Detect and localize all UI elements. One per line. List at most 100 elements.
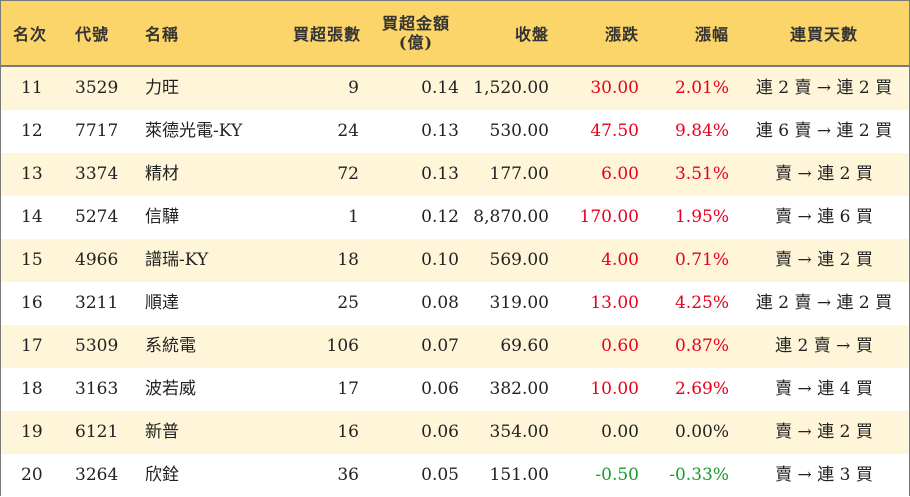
cell-code: 5274 xyxy=(75,207,119,227)
cell-code: 4966 xyxy=(75,250,119,270)
cell-close: 69.60 xyxy=(500,336,549,356)
cell-code: 3264 xyxy=(75,465,119,485)
cell-rank: 18 xyxy=(21,379,43,399)
cell-lots: 16 xyxy=(337,422,359,442)
cell-name: 系統電 xyxy=(145,336,196,356)
cell-lots: 9 xyxy=(348,78,359,98)
cell-amount: 0.05 xyxy=(421,465,459,485)
cell-rank: 19 xyxy=(21,422,43,442)
cell-days: 連 2 賣 → 連 2 買 xyxy=(755,78,893,98)
table-row[interactable]: 18 3163 波若威 17 0.06 382.00 10.00 2.69% 賣 → 連 4 買 xyxy=(1,368,909,411)
table-row[interactable]: 19 6121 新普 16 0.06 354.00 0.00 0.00% 賣 → 連 2 買 xyxy=(1,411,909,454)
table-row[interactable]: 13 3374 精材 72 0.13 177.00 6.00 3.51% 賣 → 連 2 買 xyxy=(1,153,909,196)
cell-code: 7717 xyxy=(75,121,119,141)
header-net-buy-amount-line2: (億) xyxy=(398,33,434,52)
cell-name: 欣銓 xyxy=(145,465,179,485)
cell-name: 順達 xyxy=(145,293,179,313)
cell-lots: 36 xyxy=(337,465,359,485)
table-row[interactable]: 20 3264 欣銓 36 0.05 151.00 -0.50 -0.33% 賣 → 連 3 買 xyxy=(1,454,909,497)
cell-pct: 0.71% xyxy=(674,250,729,270)
cell-close: 569.00 xyxy=(489,250,549,270)
header-net-buy-amount-line1: 買超金額 xyxy=(381,14,450,33)
cell-change: -0.50 xyxy=(595,465,639,485)
cell-rank: 17 xyxy=(21,336,43,356)
cell-days: 賣 → 連 6 買 xyxy=(775,207,873,227)
table-row[interactable]: 11 3529 力旺 9 0.14 1,520.00 30.00 2.01% 連 2 賣 → 連… xyxy=(1,67,909,110)
table-row[interactable]: 12 7717 萊德光電-KY 24 0.13 530.00 47.50 9.84% 連 6 賣… xyxy=(1,110,909,153)
header-name: 名稱 xyxy=(145,25,180,44)
cell-name: 精材 xyxy=(145,164,179,184)
cell-name: 力旺 xyxy=(145,78,179,98)
cell-amount: 0.10 xyxy=(421,250,459,270)
cell-days: 賣 → 連 3 買 xyxy=(775,465,873,485)
cell-days: 賣 → 連 2 買 xyxy=(775,250,873,270)
cell-amount: 0.13 xyxy=(421,164,459,184)
cell-lots: 106 xyxy=(326,336,359,356)
header-consecutive-days: 連買天數 xyxy=(789,25,858,44)
header-close: 收盤 xyxy=(514,25,549,44)
table-header: 名次 代號 名稱 買超張數 買超金額 (億) 收盤 漲跌 漲幅 連買天數 xyxy=(1,1,909,67)
cell-amount: 0.14 xyxy=(421,78,459,98)
cell-lots: 25 xyxy=(337,293,359,313)
table-row[interactable]: 17 5309 系統電 106 0.07 69.60 0.60 0.87% 連 2 賣 → 買 xyxy=(1,325,909,368)
cell-change: 10.00 xyxy=(590,379,639,399)
cell-name: 信驊 xyxy=(145,207,179,227)
cell-lots: 72 xyxy=(337,164,359,184)
cell-amount: 0.07 xyxy=(421,336,459,356)
cell-code: 3529 xyxy=(75,78,119,98)
table-row[interactable]: 16 3211 順達 25 0.08 319.00 13.00 4.25% 連 2 賣 → 連 … xyxy=(1,282,909,325)
cell-close: 151.00 xyxy=(489,465,549,485)
header-net-buy-amount: 買超金額 (億) xyxy=(373,1,459,65)
cell-days: 連 2 賣 → 連 2 買 xyxy=(755,293,893,313)
cell-rank: 13 xyxy=(21,164,43,184)
cell-amount: 0.13 xyxy=(421,121,459,141)
cell-name: 波若威 xyxy=(145,379,196,399)
cell-change: 47.50 xyxy=(590,121,639,141)
cell-change: 4.00 xyxy=(601,250,639,270)
cell-close: 177.00 xyxy=(489,164,549,184)
cell-change: 6.00 xyxy=(601,164,639,184)
cell-close: 530.00 xyxy=(489,121,549,141)
cell-amount: 0.06 xyxy=(421,422,459,442)
cell-change: 13.00 xyxy=(590,293,639,313)
cell-code: 6121 xyxy=(75,422,119,442)
cell-rank: 16 xyxy=(21,293,43,313)
cell-pct: 9.84% xyxy=(674,121,729,141)
cell-rank: 12 xyxy=(21,121,43,141)
cell-pct: 4.25% xyxy=(674,293,729,313)
cell-close: 8,870.00 xyxy=(473,207,549,227)
cell-pct: 0.87% xyxy=(674,336,729,356)
header-code: 代號 xyxy=(75,25,110,44)
cell-rank: 15 xyxy=(21,250,43,270)
cell-amount: 0.08 xyxy=(421,293,459,313)
cell-lots: 17 xyxy=(337,379,359,399)
cell-pct: 2.69% xyxy=(674,379,729,399)
cell-code: 5309 xyxy=(75,336,119,356)
cell-pct: -0.33% xyxy=(669,465,729,485)
cell-rank: 11 xyxy=(21,78,43,98)
header-net-buy-lots: 買超張數 xyxy=(292,25,361,44)
table-row[interactable]: 15 4966 譜瑞-KY 18 0.10 569.00 4.00 0.71% 賣 → 連 2 … xyxy=(1,239,909,282)
cell-days: 賣 → 連 4 買 xyxy=(775,379,873,399)
cell-days: 賣 → 連 2 買 xyxy=(775,422,873,442)
cell-change: 30.00 xyxy=(590,78,639,98)
cell-rank: 20 xyxy=(21,465,43,485)
cell-lots: 18 xyxy=(337,250,359,270)
cell-pct: 1.95% xyxy=(674,207,729,227)
cell-code: 3374 xyxy=(75,164,119,184)
cell-name: 萊德光電-KY xyxy=(145,121,243,141)
cell-days: 連 2 賣 → 買 xyxy=(775,336,873,356)
cell-code: 3211 xyxy=(75,293,119,313)
cell-pct: 0.00% xyxy=(674,422,729,442)
header-rank: 名次 xyxy=(13,25,48,44)
cell-amount: 0.12 xyxy=(421,207,459,227)
table-row[interactable]: 14 5274 信驊 1 0.12 8,870.00 170.00 1.95% 賣 → 連 6 … xyxy=(1,196,909,239)
cell-close: 354.00 xyxy=(489,422,549,442)
cell-close: 1,520.00 xyxy=(473,78,549,98)
cell-change: 0.00 xyxy=(601,422,639,442)
cell-pct: 2.01% xyxy=(674,78,729,98)
header-change-pct: 漲幅 xyxy=(694,25,729,44)
cell-name: 新普 xyxy=(145,422,179,442)
cell-days: 連 6 賣 → 連 2 買 xyxy=(755,121,893,141)
